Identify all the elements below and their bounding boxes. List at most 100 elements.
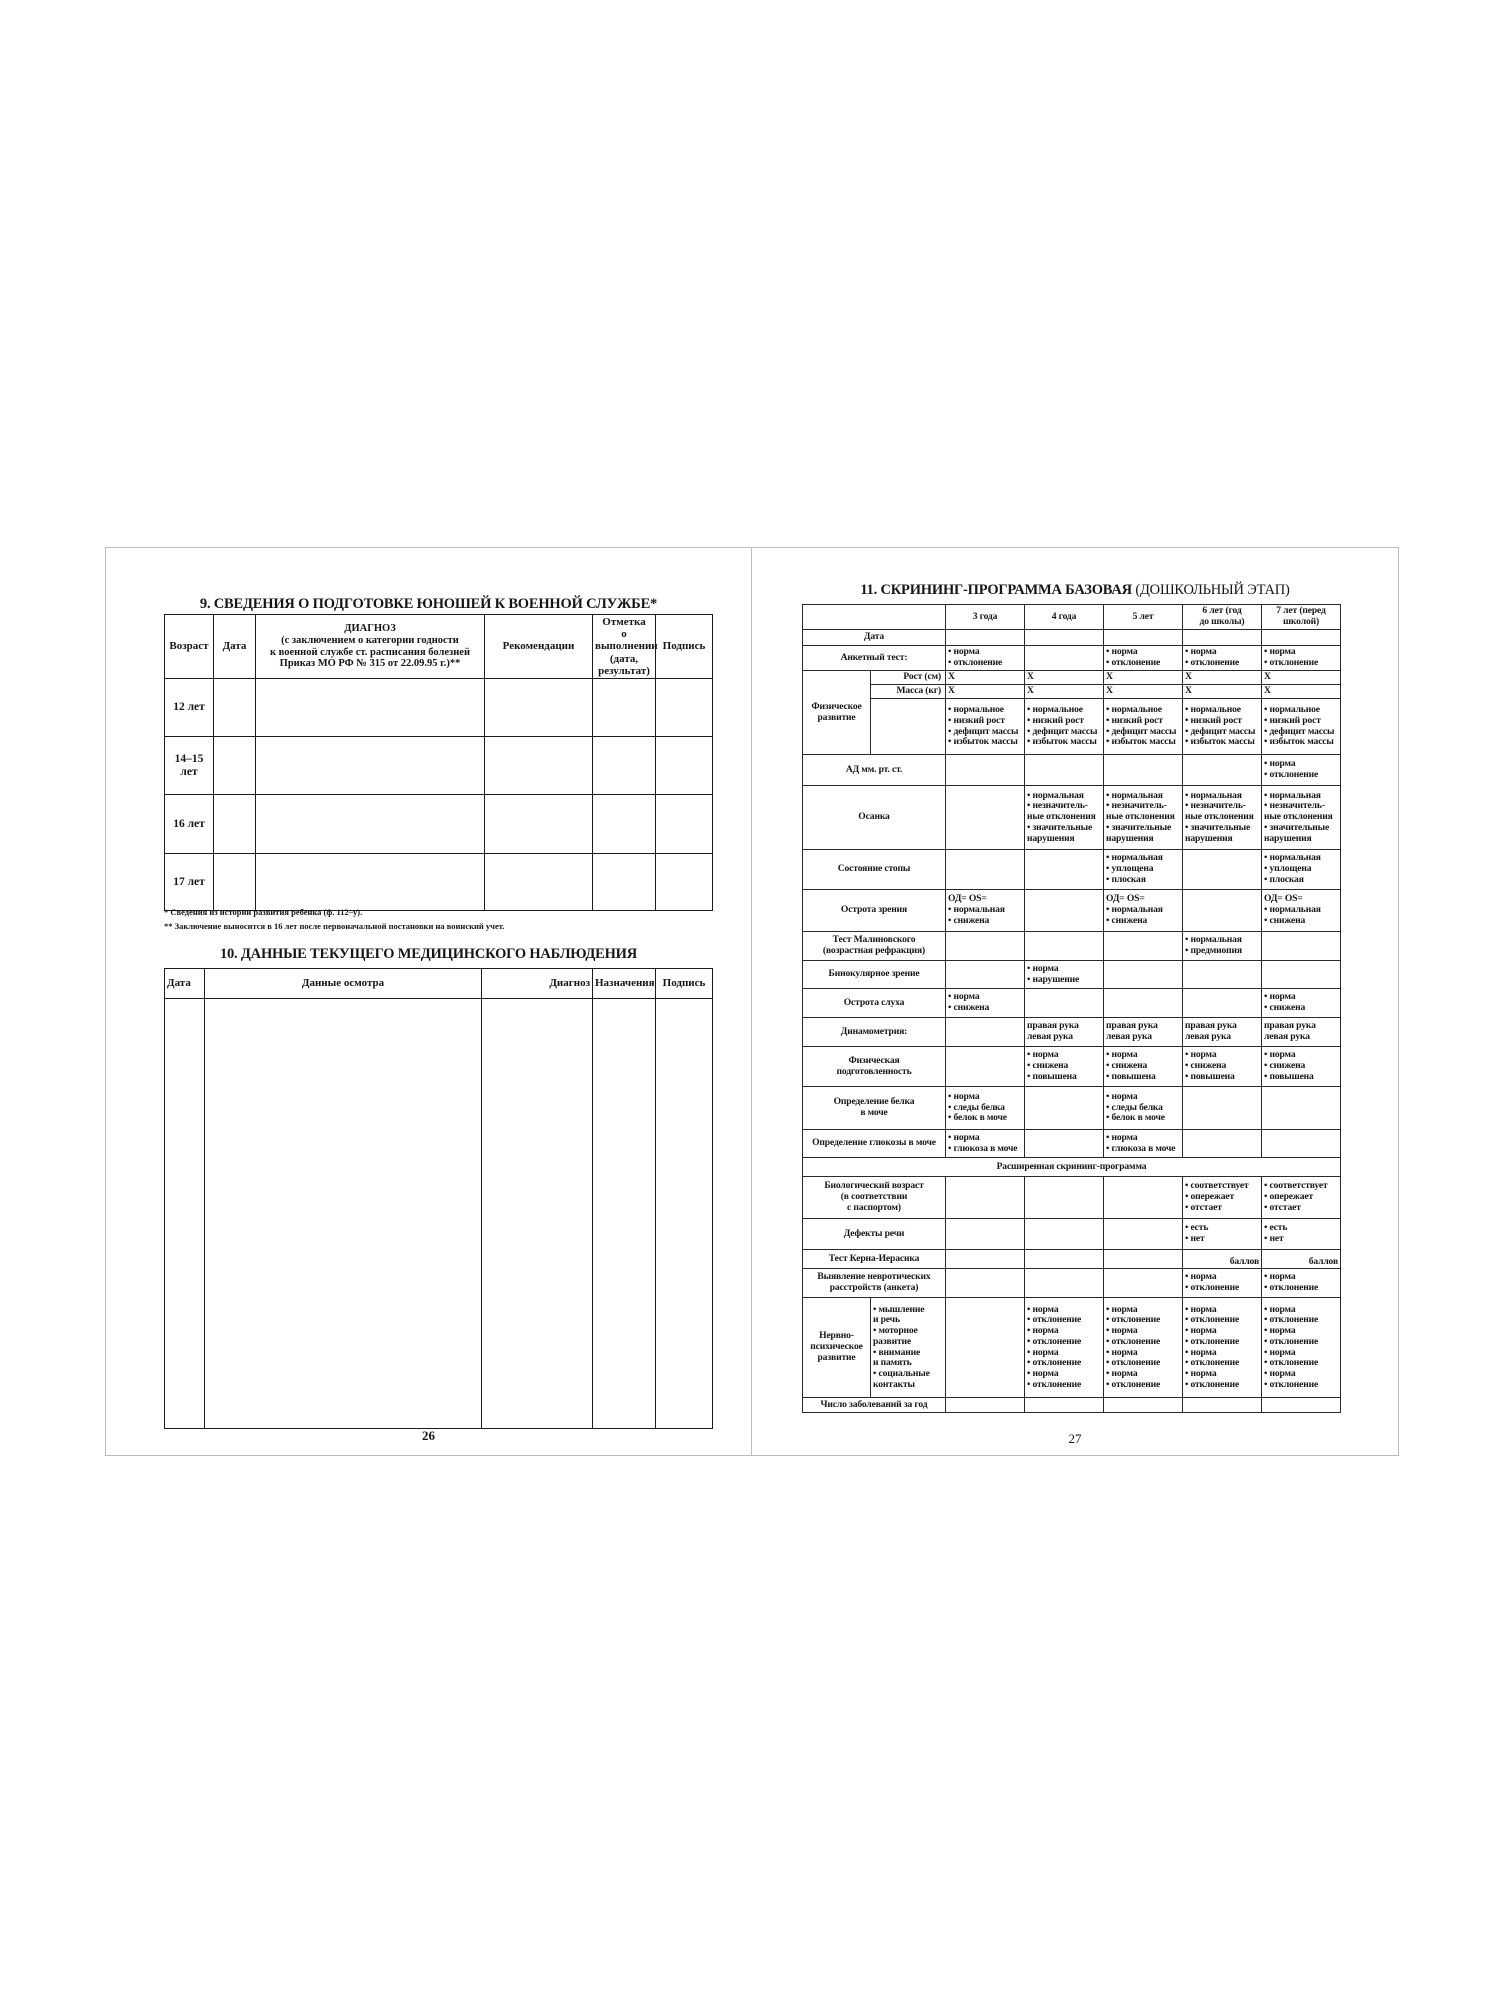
screening-cell[interactable] <box>1182 960 1262 989</box>
screening-cell[interactable]: • норма • снижена <box>945 988 1025 1018</box>
mark-cell[interactable] <box>592 853 656 911</box>
signature-cell[interactable] <box>655 998 713 1429</box>
screening-cell[interactable] <box>945 960 1025 989</box>
screening-cell[interactable]: ОД= OS= • нормальная • снижена <box>1103 889 1183 932</box>
screening-cell[interactable]: • норма • отклонение <box>1182 645 1262 671</box>
screening-cell[interactable]: баллов <box>1261 1249 1341 1269</box>
screening-cell[interactable] <box>945 754 1025 786</box>
screening-cell[interactable] <box>945 1218 1025 1250</box>
screening-cell[interactable]: • норма • глюкоза в моче <box>945 1129 1025 1158</box>
screening-cell[interactable] <box>945 1397 1025 1413</box>
screening-cell[interactable]: • соответствует • опережает • отстает <box>1261 1176 1341 1219</box>
screening-cell[interactable]: правая рука левая рука <box>1261 1017 1341 1047</box>
screening-cell[interactable] <box>945 785 1025 850</box>
signature-cell[interactable] <box>655 853 713 911</box>
screening-cell[interactable]: • норма • следы белка • белок в моче <box>1103 1086 1183 1130</box>
screening-cell[interactable] <box>1103 1176 1183 1219</box>
screening-cell[interactable]: • нормальное • низкий рост • дефицит мас… <box>1261 698 1341 755</box>
screening-cell[interactable]: • норма • отклонение • норма • отклонени… <box>1261 1297 1341 1398</box>
screening-cell[interactable] <box>945 849 1025 890</box>
signature-cell[interactable] <box>655 736 713 795</box>
screening-cell[interactable]: X <box>945 684 1025 699</box>
screening-cell[interactable] <box>1103 988 1183 1018</box>
recommendations-cell[interactable] <box>484 794 593 854</box>
screening-cell[interactable]: • нормальная • предмиопия <box>1182 931 1262 961</box>
screening-cell[interactable] <box>1103 1397 1183 1413</box>
date-cell[interactable] <box>213 853 256 911</box>
screening-cell[interactable]: • нормальное • низкий рост • дефицит мас… <box>1024 698 1104 755</box>
screening-cell[interactable] <box>1024 849 1104 890</box>
screening-cell[interactable]: X <box>945 670 1025 685</box>
screening-cell[interactable] <box>1024 988 1104 1018</box>
screening-cell[interactable] <box>1103 931 1183 961</box>
screening-cell[interactable] <box>945 1297 1025 1398</box>
screening-cell[interactable]: • норма • снижена • повышена <box>1024 1046 1104 1087</box>
diagnosis-cell[interactable] <box>255 853 485 911</box>
screening-cell[interactable]: X <box>1182 684 1262 699</box>
screening-cell[interactable]: • норма • отклонение • норма • отклонени… <box>1024 1297 1104 1398</box>
prescriptions-cell[interactable] <box>592 998 656 1429</box>
screening-cell[interactable] <box>1024 1086 1104 1130</box>
exam-data-cell[interactable] <box>204 998 482 1429</box>
screening-cell[interactable] <box>1182 629 1262 646</box>
screening-cell[interactable]: • норма • снижена • повышена <box>1103 1046 1183 1087</box>
screening-cell[interactable] <box>1024 1249 1104 1269</box>
diagnosis-cell[interactable] <box>255 794 485 854</box>
screening-cell[interactable] <box>1182 1086 1262 1130</box>
screening-cell[interactable] <box>1261 1129 1341 1158</box>
screening-cell[interactable]: • есть • нет <box>1261 1218 1341 1250</box>
screening-cell[interactable]: • нормальное • низкий рост • дефицит мас… <box>1103 698 1183 755</box>
screening-cell[interactable]: X <box>1024 684 1104 699</box>
screening-cell[interactable] <box>945 629 1025 646</box>
screening-cell[interactable]: X <box>1103 670 1183 685</box>
screening-cell[interactable] <box>1261 629 1341 646</box>
screening-cell[interactable] <box>1182 849 1262 890</box>
screening-cell[interactable] <box>945 1017 1025 1047</box>
screening-cell[interactable]: • норма • отклонение <box>1261 1268 1341 1298</box>
screening-cell[interactable] <box>1261 1086 1341 1130</box>
screening-cell[interactable]: • нормальная • незначитель- ные отклонен… <box>1103 785 1183 850</box>
screening-cell[interactable] <box>1024 645 1104 671</box>
date-cell[interactable] <box>213 678 256 737</box>
diagnosis-cell[interactable] <box>481 998 593 1429</box>
screening-cell[interactable]: • нормальное • низкий рост • дефицит мас… <box>945 698 1025 755</box>
screening-cell[interactable]: • норма • отклонение • норма • отклонени… <box>1182 1297 1262 1398</box>
screening-cell[interactable]: • норма • нарушение <box>1024 960 1104 989</box>
screening-cell[interactable] <box>945 931 1025 961</box>
screening-cell[interactable] <box>1024 1397 1104 1413</box>
screening-cell[interactable]: • нормальная • незначитель- ные отклонен… <box>1182 785 1262 850</box>
mark-cell[interactable] <box>592 736 656 795</box>
screening-cell[interactable]: • норма • отклонение • норма • отклонени… <box>1103 1297 1183 1398</box>
screening-cell[interactable]: X <box>1261 670 1341 685</box>
screening-cell[interactable]: ОД= OS= • нормальная • снижена <box>945 889 1025 932</box>
signature-cell[interactable] <box>655 678 713 737</box>
date-cell[interactable] <box>164 998 205 1429</box>
screening-cell[interactable]: X <box>1261 684 1341 699</box>
screening-cell[interactable]: • нормальная • уплощена • плоская <box>1261 849 1341 890</box>
screening-cell[interactable]: • норма • снижена <box>1261 988 1341 1018</box>
screening-cell[interactable]: ОД= OS= • нормальная • снижена <box>1261 889 1341 932</box>
screening-cell[interactable] <box>1182 988 1262 1018</box>
screening-cell[interactable] <box>1103 960 1183 989</box>
screening-cell[interactable]: • норма • глюкоза в моче <box>1103 1129 1183 1158</box>
screening-cell[interactable]: • нормальная • уплощена • плоская <box>1103 849 1183 890</box>
recommendations-cell[interactable] <box>484 853 593 911</box>
screening-cell[interactable] <box>1182 889 1262 932</box>
diagnosis-cell[interactable] <box>255 678 485 737</box>
screening-cell[interactable]: • нормальное • низкий рост • дефицит мас… <box>1182 698 1262 755</box>
screening-cell[interactable] <box>1024 754 1104 786</box>
screening-cell[interactable] <box>945 1268 1025 1298</box>
screening-cell[interactable] <box>1024 889 1104 932</box>
screening-cell[interactable] <box>1024 1176 1104 1219</box>
recommendations-cell[interactable] <box>484 678 593 737</box>
screening-cell[interactable]: • норма • снижена • повышена <box>1261 1046 1341 1087</box>
screening-cell[interactable]: X <box>1182 670 1262 685</box>
screening-cell[interactable] <box>1103 1268 1183 1298</box>
screening-cell[interactable] <box>1261 931 1341 961</box>
screening-cell[interactable] <box>1024 1129 1104 1158</box>
screening-cell[interactable]: правая рука левая рука <box>1182 1017 1262 1047</box>
date-cell[interactable] <box>213 736 256 795</box>
diagnosis-cell[interactable] <box>255 736 485 795</box>
screening-cell[interactable] <box>1103 629 1183 646</box>
screening-cell[interactable]: правая рука левая рука <box>1103 1017 1183 1047</box>
